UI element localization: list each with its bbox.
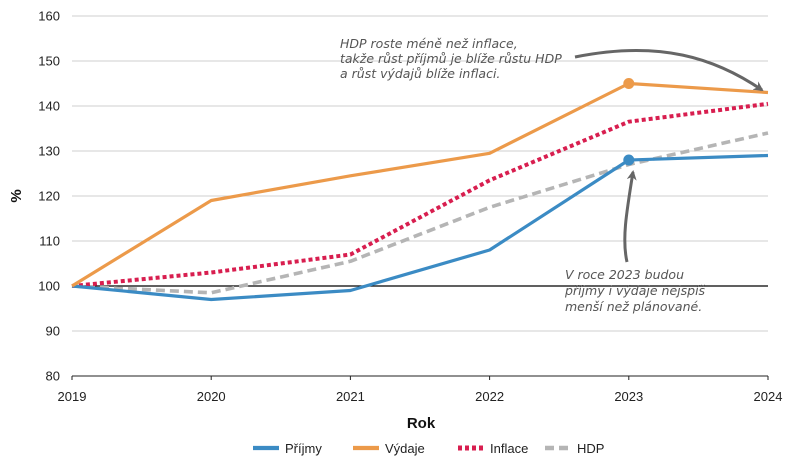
- legend-label: Příjmy: [285, 441, 322, 456]
- annotation-bottom-line-1: V roce 2023 budou: [565, 267, 684, 282]
- y-tick-label: 90: [46, 324, 60, 339]
- y-axis-title: %: [8, 189, 25, 202]
- y-tick-label: 80: [46, 369, 60, 384]
- x-tick-label: 2024: [754, 389, 783, 404]
- x-axis-title: Rok: [407, 415, 436, 432]
- legend-label: HDP: [577, 441, 604, 456]
- series-line-výdaje: [71, 81, 769, 288]
- series-marker-příjmy: [623, 154, 635, 166]
- x-axis-ticks: 2019 2020 2021 2022 2023 2024: [58, 389, 783, 404]
- y-tick-label: 160: [38, 9, 60, 24]
- series-marker-výdaje: [623, 78, 635, 89]
- series-lines: [71, 81, 769, 302]
- y-tick-label: 130: [38, 144, 60, 159]
- annotation-bottom-arrow: [623, 170, 637, 263]
- y-tick-label: 140: [38, 99, 60, 114]
- y-tick-label: 120: [38, 189, 60, 204]
- legend-label: Inflace: [490, 441, 528, 456]
- y-tick-label: 110: [39, 234, 60, 249]
- series-line-příjmy: [71, 153, 769, 302]
- y-tick-label: 150: [38, 54, 60, 69]
- legend-label: Výdaje: [385, 441, 425, 456]
- annotation-top-line-2: takže růst příjmů je blíže růstu HDP: [340, 51, 562, 66]
- annotation-bottom-line-2: příjmy i výdaje nejspíš: [564, 283, 706, 298]
- annotation-top-arrow: [574, 48, 764, 92]
- annotation-top-line-3: a růst výdajů blíže inflaci.: [340, 66, 500, 81]
- x-tick-label: 2019: [58, 389, 87, 404]
- x-tick-label: 2022: [475, 389, 504, 404]
- gridlines: [71, 15, 769, 380]
- y-tick-label: 100: [38, 279, 60, 294]
- x-tick-label: 2020: [197, 389, 226, 404]
- x-tick-label: 2021: [336, 389, 365, 404]
- y-axis-ticks: 80 90 100 110 120 130 140 150 160: [38, 9, 60, 384]
- series-line-inflace: [71, 101, 769, 288]
- legend: Příjmy Výdaje Inflace HDP: [253, 441, 604, 456]
- annotation-bottom: V roce 2023 budou příjmy i výdaje nejspí…: [564, 170, 706, 314]
- series-line-hdp: [71, 131, 769, 295]
- annotation-top-line-1: HDP roste méně než inflace,: [340, 36, 518, 51]
- annotation-bottom-line-3: menší než plánované.: [565, 299, 702, 314]
- series-markers: [623, 78, 635, 166]
- annotation-top: HDP roste méně než inflace, takže růst p…: [340, 36, 764, 92]
- x-tick-label: 2023: [614, 389, 643, 404]
